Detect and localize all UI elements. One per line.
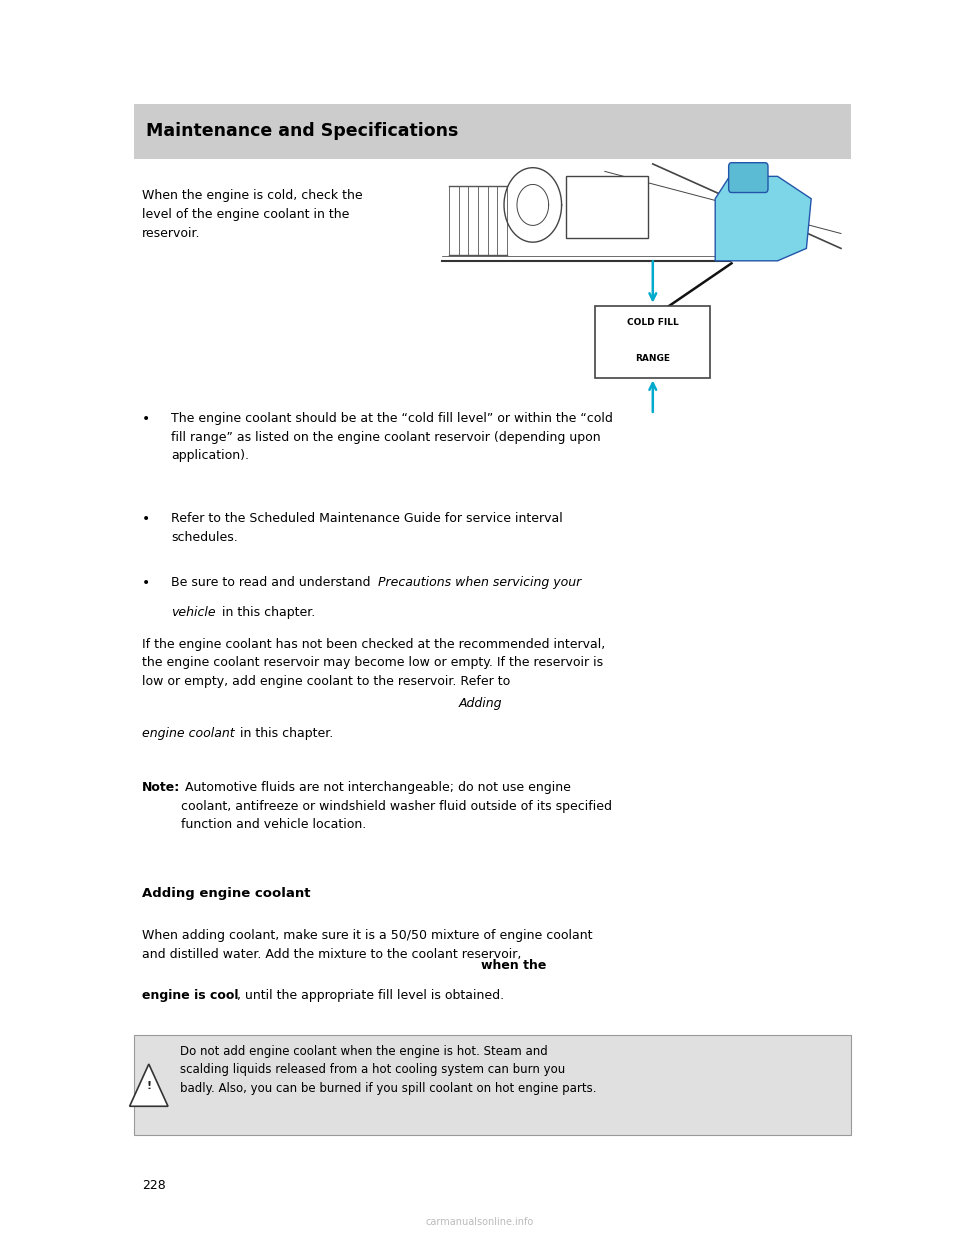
Text: The engine coolant should be at the “cold fill level” or within the “cold
fill r: The engine coolant should be at the “col… (171, 412, 612, 462)
Text: Maintenance and Specifications: Maintenance and Specifications (146, 122, 458, 139)
Text: !: ! (146, 1082, 152, 1092)
Text: •: • (142, 412, 151, 426)
Text: Do not add engine coolant when the engine is hot. Steam and
scalding liquids rel: Do not add engine coolant when the engin… (180, 1045, 597, 1094)
Text: Precautions when servicing your: Precautions when servicing your (377, 576, 581, 589)
Text: Automotive fluids are not interchangeable; do not use engine
coolant, antifreeze: Automotive fluids are not interchangeabl… (181, 781, 612, 831)
Text: When the engine is cold, check the
level of the engine coolant in the
reservoir.: When the engine is cold, check the level… (142, 189, 363, 240)
Text: engine coolant: engine coolant (142, 727, 234, 740)
FancyBboxPatch shape (595, 306, 710, 378)
Text: If the engine coolant has not been checked at the recommended interval,
the engi: If the engine coolant has not been check… (142, 637, 606, 688)
Text: Adding engine coolant: Adding engine coolant (142, 887, 311, 900)
FancyBboxPatch shape (134, 1035, 851, 1135)
Text: When adding coolant, make sure it is a 50/50 mixture of engine coolant
and disti: When adding coolant, make sure it is a 5… (142, 929, 592, 961)
Text: carmanualsonline.info: carmanualsonline.info (426, 1217, 534, 1227)
Text: engine is cool: engine is cool (142, 989, 239, 1002)
Text: •: • (142, 513, 151, 527)
Text: Be sure to read and understand: Be sure to read and understand (171, 576, 374, 589)
Text: Note:: Note: (142, 781, 180, 794)
Text: in this chapter.: in this chapter. (236, 727, 333, 740)
Text: when the: when the (481, 959, 546, 972)
Text: , until the appropriate fill level is obtained.: , until the appropriate fill level is ob… (237, 989, 504, 1002)
Text: •: • (142, 576, 151, 590)
Text: RANGE: RANGE (636, 354, 670, 364)
Polygon shape (715, 176, 811, 261)
Text: vehicle: vehicle (171, 606, 215, 619)
Text: Adding: Adding (459, 697, 502, 710)
Text: COLD FILL: COLD FILL (627, 318, 679, 327)
Text: in this chapter.: in this chapter. (218, 606, 315, 619)
FancyBboxPatch shape (729, 163, 768, 193)
FancyBboxPatch shape (134, 104, 851, 159)
FancyBboxPatch shape (566, 176, 648, 238)
Text: Refer to the Scheduled Maintenance Guide for service interval
schedules.: Refer to the Scheduled Maintenance Guide… (171, 513, 563, 544)
Polygon shape (130, 1064, 168, 1107)
Text: 228: 228 (142, 1180, 166, 1192)
